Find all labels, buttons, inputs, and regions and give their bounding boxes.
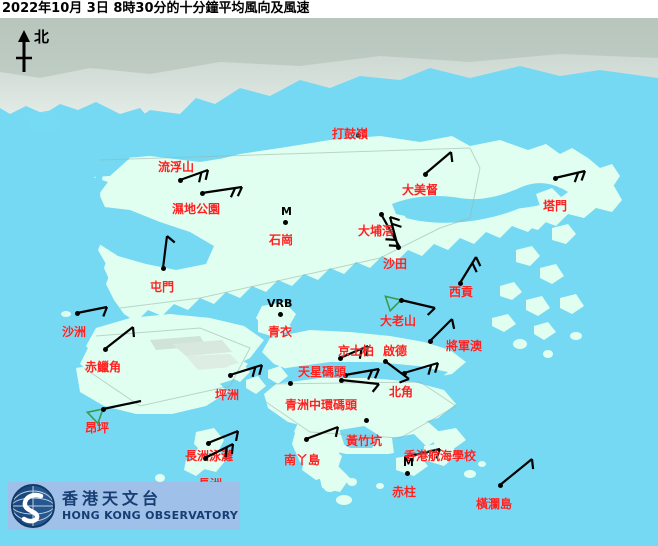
station-label: 流浮山 bbox=[158, 160, 195, 174]
station-dot[interactable] bbox=[228, 373, 233, 378]
station-dot[interactable] bbox=[288, 381, 293, 386]
hko-logo: 香港天文台 HONG KONG OBSERVATORY bbox=[8, 482, 240, 530]
wind-barb-icon bbox=[76, 305, 109, 317]
station-dot[interactable] bbox=[423, 172, 428, 177]
station-dot[interactable] bbox=[356, 133, 361, 138]
station-dot[interactable] bbox=[396, 245, 401, 250]
wind-barb-icon bbox=[459, 256, 482, 284]
wind-barb-icon bbox=[104, 326, 136, 350]
station-dot[interactable] bbox=[101, 407, 106, 412]
logo-chinese-name: 香港天文台 bbox=[62, 489, 163, 508]
station-label: 塔門 bbox=[543, 199, 568, 213]
wind-barb-icon bbox=[229, 363, 264, 378]
wind-barb-icon bbox=[424, 151, 454, 175]
station-label: 京士柏 bbox=[338, 344, 375, 358]
deep-bay bbox=[28, 138, 130, 178]
station-dot[interactable] bbox=[338, 356, 343, 361]
station-dot[interactable] bbox=[458, 281, 463, 286]
station-label: 昂坪 bbox=[85, 421, 110, 435]
wind-barb-icon bbox=[85, 399, 142, 425]
station-label: 濕地公園 bbox=[172, 202, 221, 216]
station-label: 沙洲 bbox=[62, 325, 87, 339]
north-arrow: 北 bbox=[8, 28, 68, 74]
station-dot[interactable] bbox=[498, 483, 503, 488]
hko-emblem-icon bbox=[11, 484, 55, 528]
wind-barb-icon bbox=[429, 318, 456, 342]
station-dot[interactable] bbox=[203, 456, 208, 461]
station-label: 大老山 bbox=[380, 314, 417, 328]
station-label: 啟德 bbox=[383, 344, 408, 358]
station-label: 赤柱 bbox=[392, 485, 417, 499]
station-label: 大美督 bbox=[402, 183, 439, 197]
map-geography bbox=[0, 18, 658, 546]
station-dot[interactable] bbox=[405, 471, 410, 476]
station-label: 中環碼頭 bbox=[309, 398, 358, 412]
station-label: 橫瀾島 bbox=[476, 497, 513, 511]
wind-barb-icon bbox=[340, 378, 380, 393]
station-dot[interactable] bbox=[161, 266, 166, 271]
station-label: 香港航海學校 bbox=[404, 449, 477, 463]
wind-barb-icon bbox=[384, 360, 410, 384]
station-label: 青衣 bbox=[268, 325, 293, 339]
wind-barb-icon bbox=[204, 443, 235, 459]
station-dot[interactable] bbox=[206, 441, 211, 446]
wind-barb-icon bbox=[554, 169, 587, 183]
station-label: 石崗 bbox=[269, 233, 294, 247]
wind-barb-icon bbox=[161, 235, 176, 269]
wind-barb-icon bbox=[384, 295, 436, 316]
wind-barb-icon bbox=[405, 447, 442, 459]
station-label: 打鼓嶺 bbox=[332, 127, 369, 141]
station-dot[interactable] bbox=[103, 347, 108, 352]
station-dot[interactable] bbox=[399, 298, 404, 303]
station-dot[interactable] bbox=[428, 339, 433, 344]
station-label: 將軍澳 bbox=[446, 339, 483, 353]
station-label: 坪洲 bbox=[215, 388, 240, 402]
station-dot[interactable] bbox=[383, 359, 388, 364]
wind-barb-icon bbox=[388, 215, 402, 248]
station-dot[interactable] bbox=[404, 455, 409, 460]
station-dot[interactable] bbox=[283, 220, 288, 225]
page-title: 2022年10月 3日 8時30分的十分鐘平均風向及風速 bbox=[2, 0, 656, 18]
station-label: 南丫島 bbox=[284, 453, 321, 467]
station-label: 沙田 bbox=[383, 257, 408, 271]
station-dot[interactable] bbox=[278, 312, 283, 317]
station-label: 西貢 bbox=[449, 285, 474, 299]
station-dot[interactable] bbox=[379, 212, 384, 217]
station-dot[interactable] bbox=[200, 191, 205, 196]
logo-english-name: HONG KONG OBSERVATORY bbox=[62, 509, 239, 522]
wind-barb-icon bbox=[201, 185, 244, 198]
station-dot[interactable] bbox=[75, 311, 80, 316]
station-dot[interactable] bbox=[343, 373, 348, 378]
station-label: 赤鱲角 bbox=[85, 360, 122, 374]
station-label: 青洲 bbox=[285, 398, 310, 412]
station-label: 黃竹坑 bbox=[346, 434, 383, 448]
station-dot[interactable] bbox=[304, 437, 309, 442]
north-label: 北 bbox=[34, 28, 50, 46]
wind-barb-icon bbox=[499, 458, 535, 486]
station-label: 天星碼頭 bbox=[298, 365, 347, 379]
station-label: 大埔滘 bbox=[358, 224, 395, 238]
wind-barb-icon bbox=[179, 168, 210, 183]
station-dot[interactable] bbox=[402, 371, 407, 376]
station-label: 北角 bbox=[389, 385, 414, 399]
station-wind-flag: VRB bbox=[267, 297, 293, 310]
station-dot[interactable] bbox=[339, 378, 344, 383]
station-dot[interactable] bbox=[178, 178, 183, 183]
wind-barb-icon bbox=[207, 429, 240, 445]
station-dot[interactable] bbox=[553, 176, 558, 181]
station-wind-flag: M bbox=[281, 205, 292, 218]
wind-barb-icon bbox=[339, 344, 370, 360]
station-label: 屯門 bbox=[150, 280, 175, 294]
north-arrow-icon bbox=[16, 30, 32, 72]
map-canvas[interactable]: 北 打鼓嶺流浮山濕地公園 M 石崗 大美督塔門大埔滘沙田屯門沙洲赤鱲角 VRB 青衣昂坪 坪… bbox=[0, 18, 658, 546]
wind-barb-icon bbox=[305, 425, 340, 441]
wind-barb-icon bbox=[403, 361, 440, 375]
wind-barb-icon bbox=[344, 367, 381, 380]
station-dot[interactable] bbox=[364, 418, 369, 423]
station-wind-flag: M bbox=[403, 456, 414, 469]
